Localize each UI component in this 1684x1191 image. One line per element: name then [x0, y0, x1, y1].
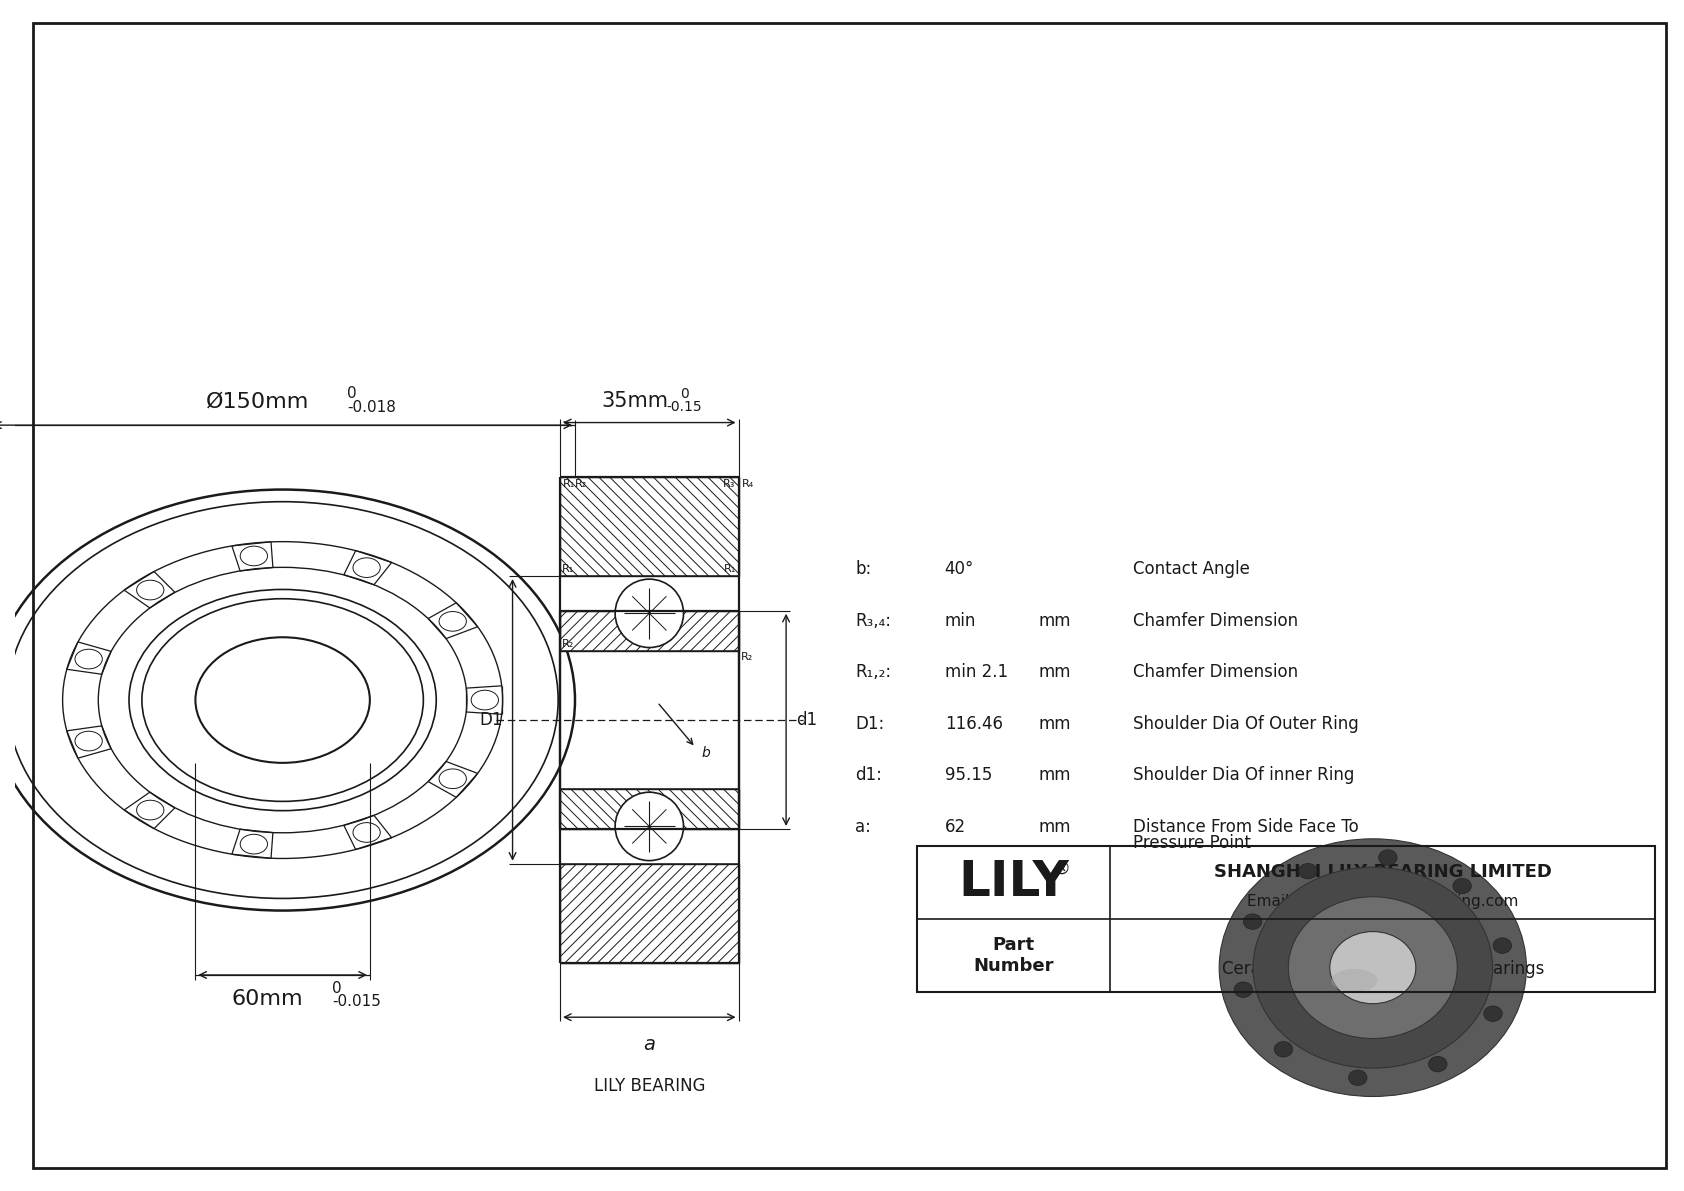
Text: 35mm: 35mm [601, 391, 669, 411]
Text: R₂: R₂ [574, 479, 588, 490]
Text: -0.018: -0.018 [347, 400, 396, 416]
Ellipse shape [1379, 850, 1398, 866]
Text: mm: mm [1039, 818, 1071, 836]
Text: R₃: R₃ [722, 479, 736, 490]
Circle shape [615, 792, 684, 861]
Ellipse shape [1494, 937, 1512, 953]
Ellipse shape [1253, 867, 1492, 1068]
Text: Email: lilybearing@lily-bearing.com: Email: lilybearing@lily-bearing.com [1248, 894, 1519, 909]
Text: Part
Number: Part Number [973, 936, 1054, 975]
Text: Distance From Side Face To: Distance From Side Face To [1133, 818, 1359, 836]
Text: mm: mm [1039, 766, 1071, 785]
Text: 0: 0 [332, 981, 342, 996]
Text: mm: mm [1039, 663, 1071, 681]
Text: CE7412SI: CE7412SI [1327, 934, 1438, 954]
Text: 116.46: 116.46 [945, 715, 1002, 732]
Text: LILY: LILY [958, 859, 1069, 906]
Text: R₁: R₁ [724, 565, 736, 574]
Ellipse shape [1298, 863, 1317, 879]
Text: Shoulder Dia Of Outer Ring: Shoulder Dia Of Outer Ring [1133, 715, 1359, 732]
Text: b:: b: [855, 560, 872, 579]
Text: R₄: R₄ [741, 479, 754, 490]
Text: D1: D1 [480, 711, 502, 729]
Text: Shoulder Dia Of inner Ring: Shoulder Dia Of inner Ring [1133, 766, 1354, 785]
Text: d1:: d1: [855, 766, 882, 785]
Text: 60mm: 60mm [232, 989, 303, 1009]
Ellipse shape [1288, 897, 1457, 1039]
PathPatch shape [561, 478, 739, 576]
Text: 95.15: 95.15 [945, 766, 992, 785]
PathPatch shape [561, 863, 739, 962]
Ellipse shape [1428, 1056, 1447, 1072]
Text: Chamfer Dimension: Chamfer Dimension [1133, 612, 1298, 630]
Text: Ø150mm: Ø150mm [205, 392, 310, 411]
Text: D1:: D1: [855, 715, 884, 732]
Text: 0: 0 [680, 387, 689, 400]
Ellipse shape [1484, 1006, 1502, 1022]
Text: mm: mm [1039, 715, 1071, 732]
Text: R₂: R₂ [741, 653, 753, 662]
Text: R₁: R₁ [562, 565, 574, 574]
Text: 62: 62 [945, 818, 967, 836]
Ellipse shape [1234, 981, 1253, 997]
Text: LILY BEARING: LILY BEARING [593, 1077, 706, 1095]
Text: R₁: R₁ [562, 479, 576, 490]
Ellipse shape [1330, 931, 1416, 1004]
Text: min: min [945, 612, 977, 630]
Text: min 2.1: min 2.1 [945, 663, 1007, 681]
Text: -0.15: -0.15 [667, 400, 702, 413]
Ellipse shape [1453, 878, 1472, 893]
Text: Chamfer Dimension: Chamfer Dimension [1133, 663, 1298, 681]
Text: a:: a: [855, 818, 871, 836]
Circle shape [615, 579, 684, 648]
PathPatch shape [561, 790, 739, 829]
Text: 0: 0 [347, 386, 357, 401]
Text: b: b [702, 746, 711, 760]
Text: -0.015: -0.015 [332, 993, 381, 1009]
Ellipse shape [1332, 969, 1378, 992]
Text: R₃,₄:: R₃,₄: [855, 612, 891, 630]
Text: mm: mm [1039, 612, 1071, 630]
Text: R₁,₂:: R₁,₂: [855, 663, 891, 681]
Text: d1: d1 [797, 711, 817, 729]
Text: a: a [643, 1035, 655, 1054]
Text: Ceramic Angular Contact Ball Bearings: Ceramic Angular Contact Ball Bearings [1221, 960, 1544, 978]
Ellipse shape [1349, 1070, 1367, 1085]
Ellipse shape [1275, 1042, 1293, 1058]
Text: Pressure Point: Pressure Point [1133, 834, 1251, 852]
Bar [916, 846, 1655, 992]
Text: SHANGHAI LILY BEARING LIMITED: SHANGHAI LILY BEARING LIMITED [1214, 863, 1551, 881]
Ellipse shape [1219, 838, 1526, 1097]
Text: 40°: 40° [945, 560, 973, 579]
PathPatch shape [561, 611, 739, 650]
Text: ®: ® [1052, 860, 1069, 878]
Text: Contact Angle: Contact Angle [1133, 560, 1250, 579]
Text: R₂: R₂ [562, 638, 574, 649]
Ellipse shape [1243, 913, 1261, 929]
